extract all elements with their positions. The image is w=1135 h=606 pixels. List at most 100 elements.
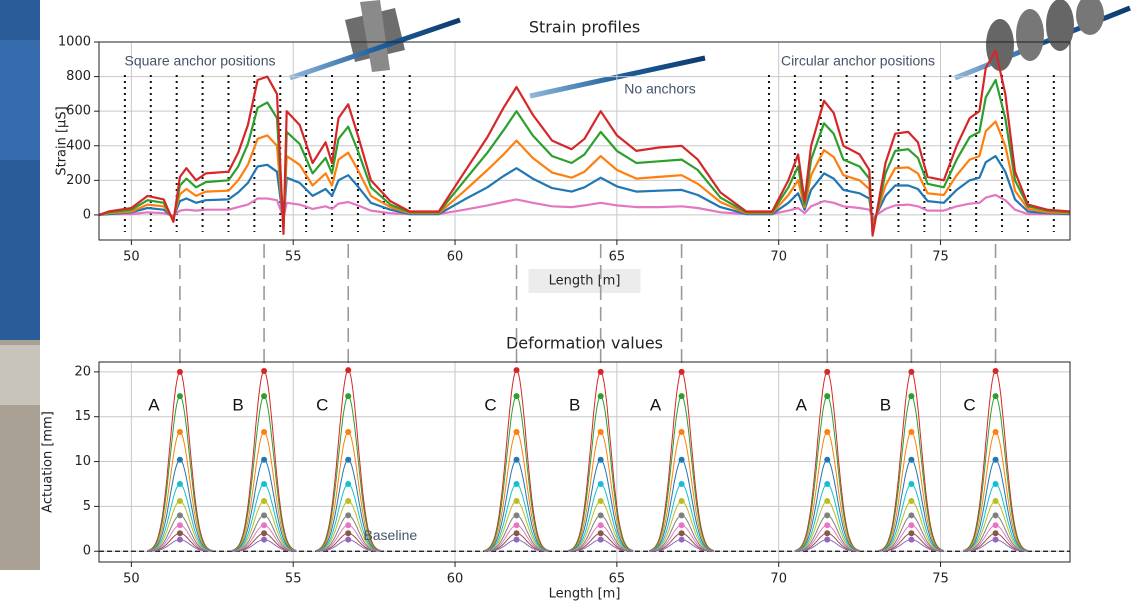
peak-marker bbox=[177, 522, 183, 528]
x-tick-label: 70 bbox=[770, 572, 787, 587]
peak-marker bbox=[345, 429, 351, 435]
peak-marker bbox=[679, 537, 685, 543]
peak-marker bbox=[824, 481, 830, 487]
peak-marker bbox=[824, 512, 830, 518]
peak-marker bbox=[261, 530, 267, 536]
x-axis-label: Length [m] bbox=[549, 587, 621, 602]
peak-marker bbox=[679, 498, 685, 504]
peak-marker bbox=[261, 457, 267, 463]
peak-marker bbox=[598, 457, 604, 463]
peak-label: B bbox=[569, 395, 580, 414]
peak-marker bbox=[177, 393, 183, 399]
peak-marker bbox=[824, 537, 830, 543]
peak-marker bbox=[177, 369, 183, 375]
peak-marker bbox=[345, 498, 351, 504]
y-tick-label: 20 bbox=[74, 364, 91, 379]
peak-marker bbox=[679, 457, 685, 463]
peak-marker bbox=[345, 481, 351, 487]
peak-marker bbox=[824, 530, 830, 536]
peak-marker bbox=[824, 498, 830, 504]
peak-marker bbox=[993, 481, 999, 487]
peak-marker bbox=[908, 498, 914, 504]
peak-marker bbox=[514, 393, 520, 399]
peak-marker bbox=[908, 537, 914, 543]
peak-marker bbox=[993, 530, 999, 536]
peak-marker bbox=[261, 498, 267, 504]
peak-label: A bbox=[796, 395, 808, 414]
x-tick-label: 75 bbox=[932, 250, 949, 265]
peak-marker bbox=[598, 369, 604, 375]
peak-marker bbox=[345, 522, 351, 528]
x-tick-label: 55 bbox=[285, 572, 302, 587]
plot-area bbox=[99, 367, 1070, 551]
peak-label: B bbox=[880, 395, 891, 414]
peak-marker bbox=[177, 481, 183, 487]
peak-marker bbox=[514, 481, 520, 487]
peak-marker bbox=[598, 530, 604, 536]
peak-marker bbox=[514, 429, 520, 435]
y-tick-label: 15 bbox=[74, 409, 91, 424]
peak-marker bbox=[177, 530, 183, 536]
photo-strip bbox=[0, 345, 40, 405]
peak-marker bbox=[261, 429, 267, 435]
peak-marker bbox=[261, 393, 267, 399]
y-tick-label: 0 bbox=[83, 207, 91, 222]
peak-marker bbox=[598, 537, 604, 543]
figure: Strain profilesLength [m]Strain [µS]0200… bbox=[0, 0, 1135, 606]
peak-marker bbox=[598, 429, 604, 435]
y-tick-label: 600 bbox=[66, 104, 91, 119]
peak-marker bbox=[345, 393, 351, 399]
peak-marker bbox=[514, 367, 520, 373]
x-tick-label: 55 bbox=[285, 250, 302, 265]
peak-marker bbox=[514, 537, 520, 543]
peak-marker bbox=[598, 512, 604, 518]
peak-marker bbox=[908, 530, 914, 536]
peak-marker bbox=[679, 393, 685, 399]
circular-anchor-illustration bbox=[955, 0, 1130, 78]
peak-marker bbox=[679, 429, 685, 435]
peak-label: C bbox=[963, 395, 975, 414]
peak-marker bbox=[908, 522, 914, 528]
y-tick-label: 800 bbox=[66, 69, 91, 84]
peak-label: C bbox=[484, 395, 496, 414]
peak-label: A bbox=[650, 395, 662, 414]
y-tick-label: 0 bbox=[83, 544, 91, 559]
square-anchor-illustration bbox=[290, 0, 460, 78]
peak-marker bbox=[824, 522, 830, 528]
peak-marker bbox=[824, 457, 830, 463]
peak-marker bbox=[993, 512, 999, 518]
peak-marker bbox=[345, 512, 351, 518]
x-tick-label: 65 bbox=[609, 572, 626, 587]
peak-marker bbox=[598, 481, 604, 487]
peak-marker bbox=[261, 481, 267, 487]
peak-marker bbox=[679, 522, 685, 528]
baseline-label: Baseline bbox=[363, 527, 417, 543]
x-tick-label: 60 bbox=[447, 250, 464, 265]
peak-marker bbox=[908, 429, 914, 435]
peak-marker bbox=[514, 498, 520, 504]
peak-marker bbox=[261, 368, 267, 374]
peak-marker bbox=[345, 537, 351, 543]
y-axis-label: Actuation [mm] bbox=[41, 411, 56, 513]
peak-marker bbox=[993, 393, 999, 399]
x-tick-label: 50 bbox=[123, 250, 140, 265]
peak-marker bbox=[514, 530, 520, 536]
annotation: Square anchor positions bbox=[125, 53, 276, 69]
plot-area bbox=[99, 51, 1070, 236]
peak-marker bbox=[514, 522, 520, 528]
x-tick-label: 75 bbox=[932, 572, 949, 587]
x-tick-label: 70 bbox=[770, 250, 787, 265]
peak-marker bbox=[177, 429, 183, 435]
peak-marker bbox=[345, 367, 351, 373]
peak-marker bbox=[679, 512, 685, 518]
peak-marker bbox=[824, 369, 830, 375]
peak-marker bbox=[993, 522, 999, 528]
annotation: No anchors bbox=[624, 81, 696, 97]
peak-marker bbox=[908, 369, 914, 375]
peak-marker bbox=[177, 498, 183, 504]
peak-marker bbox=[177, 457, 183, 463]
y-tick-label: 5 bbox=[83, 499, 91, 514]
chart-title: Deformation values bbox=[506, 334, 663, 353]
peak-marker bbox=[993, 498, 999, 504]
annotation: Circular anchor positions bbox=[781, 53, 935, 69]
